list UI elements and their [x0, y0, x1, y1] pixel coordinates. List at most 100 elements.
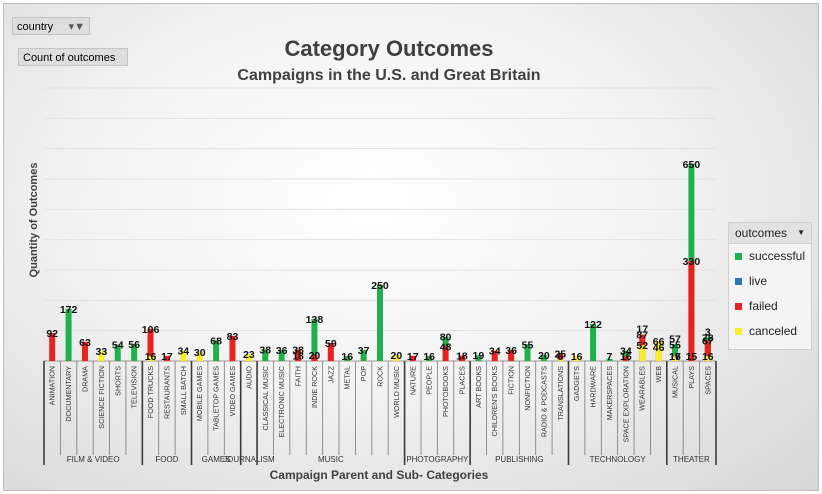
data-label-metal-successful: 16	[341, 351, 353, 363]
bar-metal-successful	[344, 356, 351, 361]
bar-restaurants-failed	[163, 355, 170, 361]
category-label-food-trucks: FOOD TRUCKS	[146, 366, 155, 418]
data-label-drama-failed: 63	[79, 337, 91, 349]
data-label-art-books-successful: 19	[472, 350, 484, 362]
bar-spaces-failed	[704, 340, 711, 361]
country-filter-button[interactable]: country ▾▼	[12, 17, 90, 35]
category-label-photobooks: PHOTOBOOKS	[441, 366, 450, 417]
legend-swatch-canceled	[735, 328, 742, 335]
bar-hardware-successful	[590, 323, 597, 361]
bar-science-fiction-canceled	[98, 350, 105, 361]
bar-musical-canceled	[672, 356, 679, 361]
data-label-musical-canceled: 16	[669, 351, 681, 363]
legend-filter-button[interactable]: outcomes ▼	[729, 223, 811, 244]
group-label-film-video: FILM & VIDEO	[67, 455, 120, 464]
category-label-children-s-books: CHILDREN'S BOOKS	[490, 366, 499, 437]
data-label-indie-rock-failed: 20	[309, 350, 321, 362]
legend-item-failed: failed	[729, 294, 811, 319]
bar-television-successful	[131, 344, 138, 361]
data-label-restaurants-failed: 17	[161, 351, 173, 363]
legend-item-canceled: canceled	[729, 319, 811, 344]
data-label-jazz-failed: 59	[325, 338, 337, 350]
data-label-children-s-books-failed: 34	[489, 346, 501, 358]
category-label-fiction: FICTION	[507, 366, 516, 395]
bar-pop-successful	[360, 349, 367, 361]
bar-musical-successful	[672, 344, 679, 361]
category-label-classical-music: CLASSICAL MUSIC	[261, 366, 270, 430]
x-axis-label: Campaign Parent and Sub- Categories	[269, 468, 489, 482]
chart-title: Category Outcomes	[284, 36, 494, 61]
bar-photobooks-failed	[442, 346, 449, 361]
data-label-gadgets-canceled: 16	[571, 351, 583, 363]
dropdown-caret-icon[interactable]: ▼	[797, 228, 805, 237]
data-label-translations-canceled: 6	[557, 351, 563, 363]
category-label-small-batch: SMALL BATCH	[179, 366, 188, 415]
bar-spaces-canceled	[704, 356, 711, 361]
legend-item-live: live	[729, 269, 811, 294]
data-label-web-canceled: 66	[653, 336, 665, 348]
bar-makerspaces-successful	[606, 358, 613, 361]
chart-frame: country ▾▼ Count of outcomes Category Ou…	[3, 3, 819, 491]
values-field-button[interactable]: Count of outcomes	[18, 48, 128, 66]
category-label-documentary: DOCUMENTARY	[64, 366, 73, 422]
category-label-space-exploration: SPACE EXPLORATION	[621, 366, 630, 442]
bar-translations-failed	[557, 353, 564, 361]
values-field-label: Count of outcomes	[23, 52, 116, 64]
data-label-musical-successful: 55	[669, 339, 681, 351]
annotation-label-musical: 57	[669, 333, 681, 345]
data-label-makerspaces-successful: 7	[607, 351, 613, 363]
category-label-radio-podcasts: RADIO & PODCASTS	[539, 366, 548, 437]
bar-plays-failed	[688, 260, 695, 361]
category-label-musical: MUSICAL	[671, 366, 680, 398]
category-label-spaces: SPACES	[703, 366, 712, 395]
bar-jazz-failed	[327, 343, 334, 361]
annotation-label-wearables: 17	[636, 324, 648, 336]
data-label-wearables-failed: 87	[636, 330, 648, 342]
legend-label-canceled: canceled	[749, 324, 798, 338]
data-label-audio-canceled: 23	[243, 349, 255, 361]
category-label-people: PEOPLE	[425, 366, 434, 395]
category-label-restaurants: RESTAURANTS	[162, 366, 171, 419]
data-label-small-batch-canceled: 34	[177, 346, 189, 358]
data-label-musical-failed: 17	[669, 351, 681, 363]
bar-art-books-successful	[475, 355, 482, 361]
bar-food-trucks-failed	[147, 328, 154, 361]
legend-label-live: live	[749, 274, 768, 288]
data-label-pop-successful: 37	[358, 345, 370, 357]
bar-fiction-failed	[508, 350, 515, 361]
data-label-indie-rock-successful: 138	[306, 314, 324, 326]
legend-swatch-successful	[735, 253, 742, 260]
group-label-theater: THEATER	[673, 455, 710, 464]
filter-icon[interactable]: ▾▼	[68, 21, 85, 33]
category-label-art-books: ART BOOKS	[474, 366, 483, 408]
chart-subtitle: Campaigns in the U.S. and Great Britain	[237, 67, 541, 84]
bar-documentary-successful	[65, 308, 72, 361]
data-label-translations-failed: 25	[554, 348, 566, 360]
group-label-publishing: PUBLISHING	[495, 455, 543, 464]
category-label-hardware: HARDWARE	[589, 366, 598, 408]
bar-faith-failed	[295, 349, 302, 361]
data-label-food-trucks-failed: 106	[142, 324, 160, 336]
group-label-food: FOOD	[155, 455, 178, 464]
data-label-wearables-canceled: 52	[636, 340, 648, 352]
bar-rock-successful	[377, 285, 383, 361]
category-label-audio: AUDIO	[244, 366, 253, 389]
annotation-label-spaces: 3	[705, 326, 711, 338]
category-label-jazz: JAZZ	[326, 365, 335, 383]
bar-mobile-games-canceled	[196, 351, 203, 361]
category-label-metal: METAL	[343, 366, 352, 389]
data-label-plays-failed: 330	[683, 256, 701, 268]
data-label-photobooks-failed: 48	[440, 341, 452, 353]
category-label-animation: ANIMATION	[48, 366, 57, 405]
data-label-people-successful: 16	[423, 351, 435, 363]
category-label-shorts: SHORTS	[113, 366, 122, 396]
category-label-television: TELEVISION	[130, 366, 139, 408]
bar-small-batch-canceled	[180, 350, 187, 361]
bar-indie-rock-successful	[311, 319, 318, 361]
bar-nature-failed	[409, 355, 416, 361]
bar-places-failed	[458, 355, 465, 361]
data-label-rock-successful: 250	[371, 280, 389, 292]
plot-area: 92ANIMATION172DOCUMENTARY63DRAMA33SCIENC…	[43, 87, 717, 465]
legend-title: outcomes	[735, 226, 788, 240]
bar-radio-podcasts-successful	[540, 354, 547, 361]
